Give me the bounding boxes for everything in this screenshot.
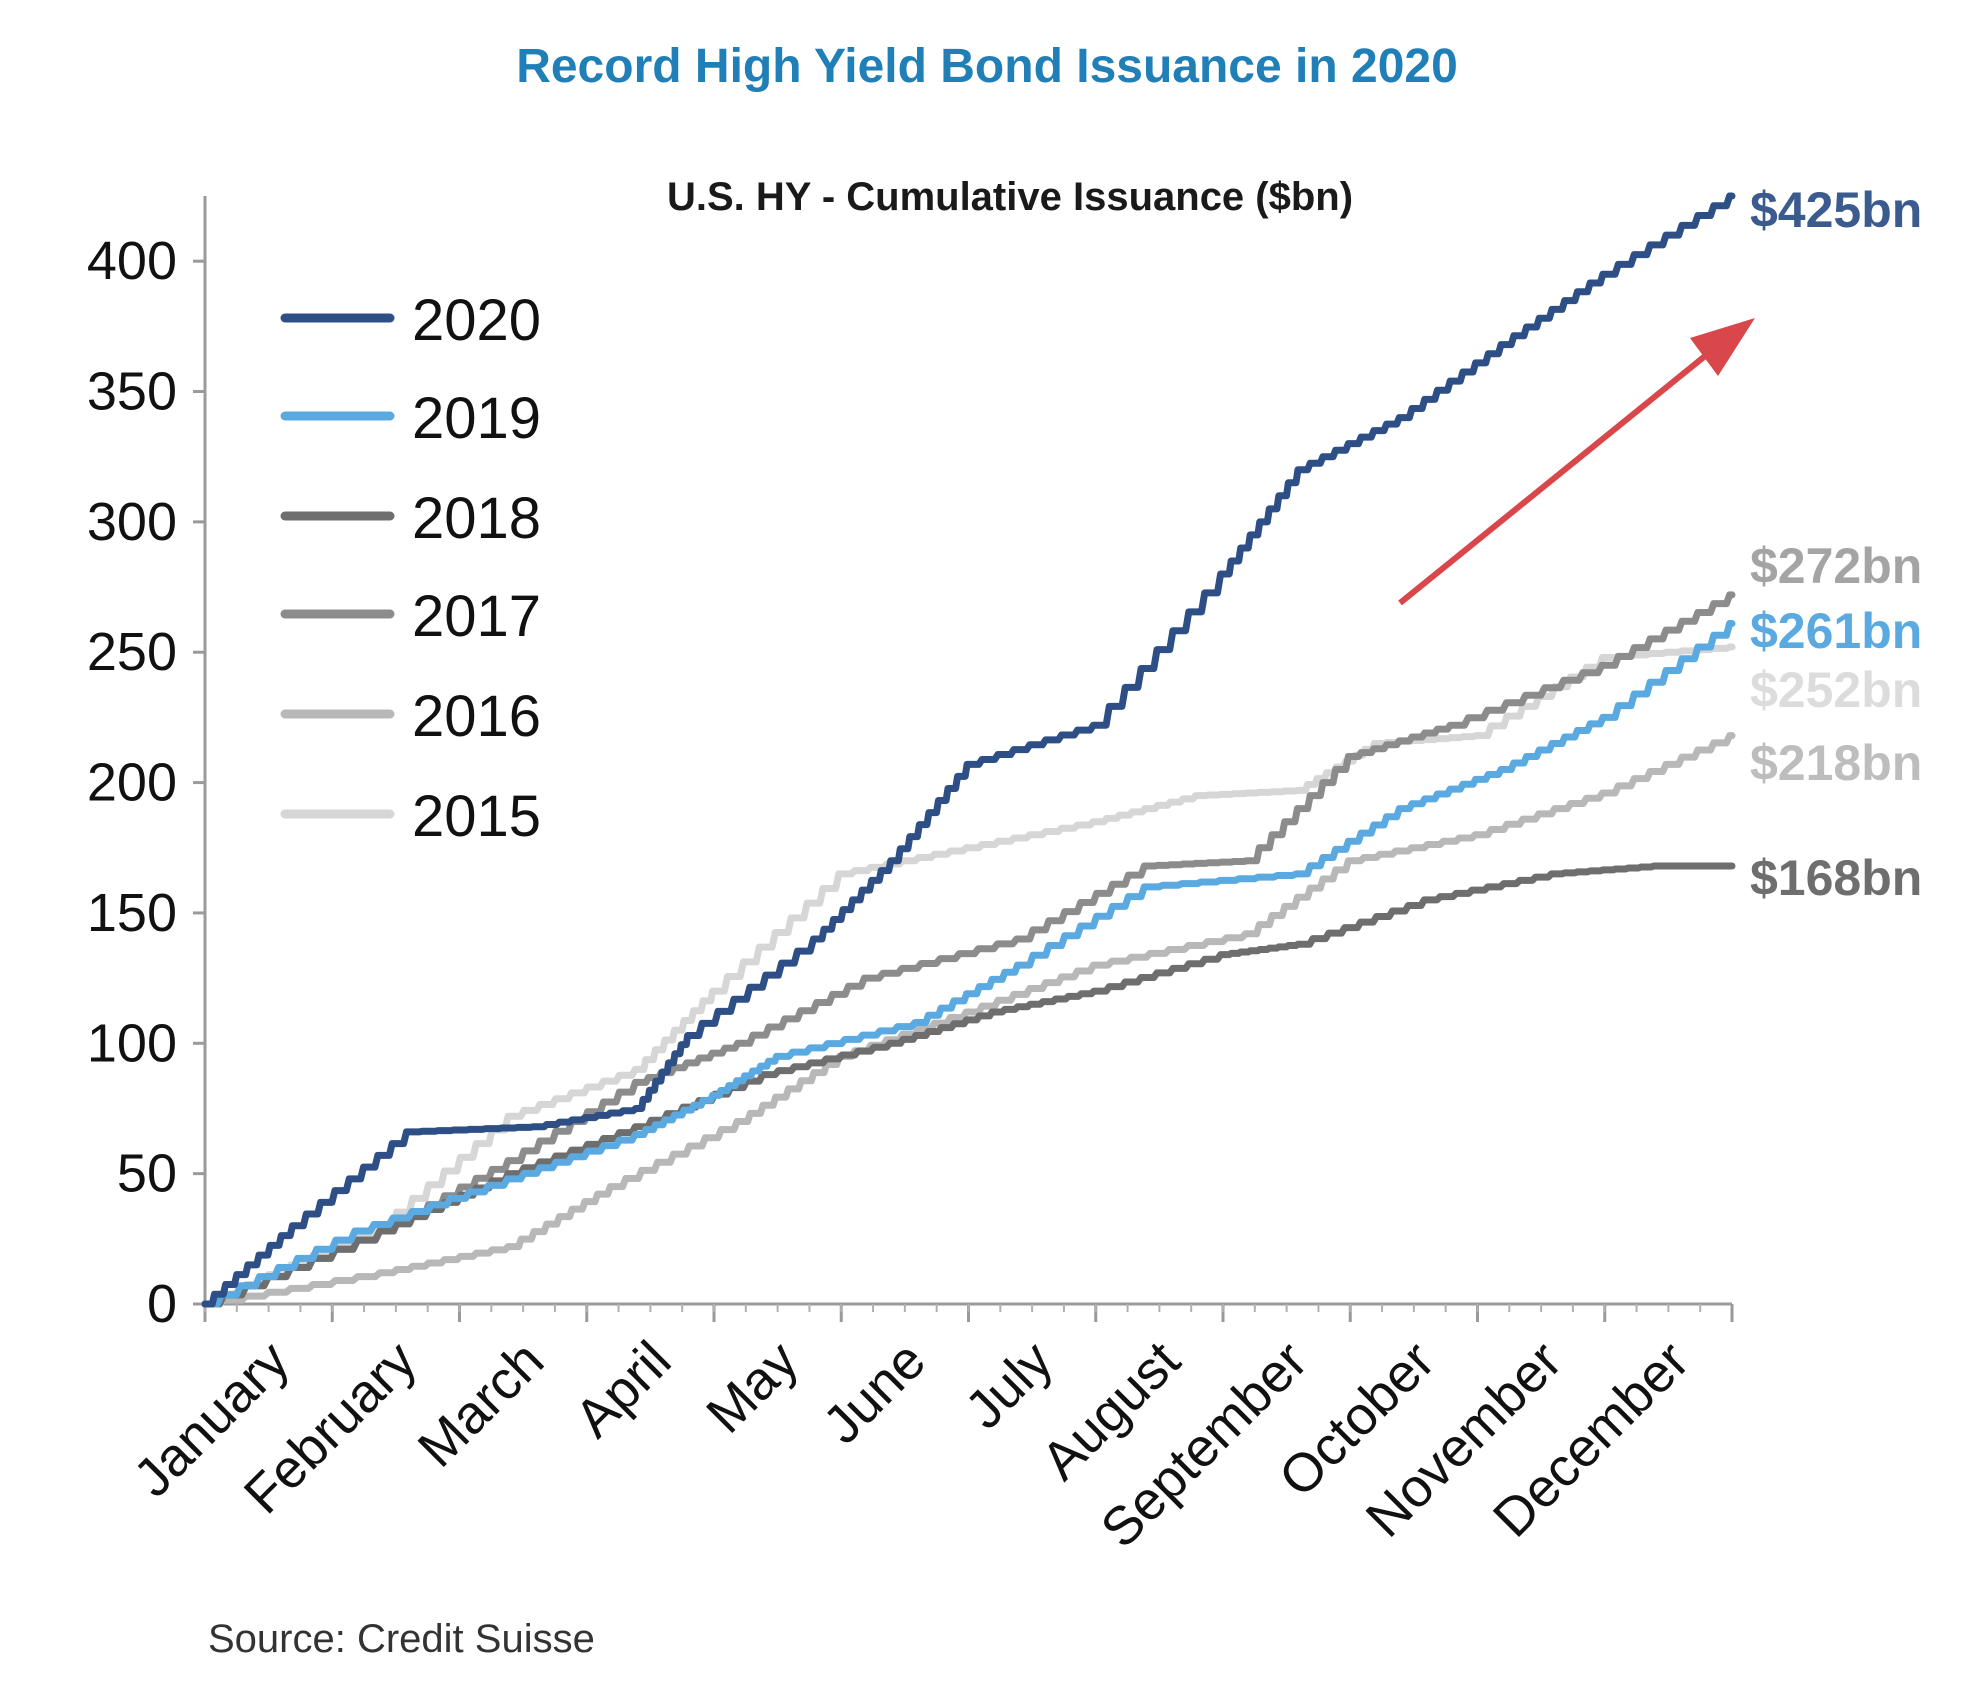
x-tick-label: May (695, 1330, 810, 1445)
legend-label-2020: 2020 (412, 288, 541, 353)
legend-label-2019: 2019 (412, 386, 541, 451)
series-line-2016 (201, 732, 1736, 1308)
end-label-2015: $252bn (1750, 662, 1922, 718)
x-tick-label: March (407, 1330, 556, 1479)
y-tick-label: 50 (117, 1144, 177, 1204)
series-line-2019 (201, 620, 1736, 1308)
legend: 2020 2019 2018 2017 2016 2015 (280, 288, 541, 849)
y-tick-label: 200 (87, 753, 177, 813)
y-tick-label: 100 (87, 1013, 177, 1073)
series-line-2017 (201, 591, 1736, 1308)
source-note: Source: Credit Suisse (208, 1617, 595, 1661)
chart-subtitle: U.S. HY - Cumulative Issuance ($bn) (667, 175, 1353, 219)
end-labels: $425bn $261bn $168bn $272bn $218bn $252bn (1750, 182, 1922, 906)
y-tick-label: 300 (87, 492, 177, 552)
x-tick-label: June (812, 1330, 937, 1455)
y-tick-label: 0 (147, 1274, 177, 1334)
legend-label-2015: 2015 (412, 784, 541, 849)
series-line-2018 (201, 862, 1736, 1308)
series-line-2020 (201, 192, 1736, 1308)
y-tick-label: 350 (87, 362, 177, 422)
y-axis-ticks: 0 50 100 150 200 250 300 350 400 (87, 231, 205, 1334)
legend-label-2017: 2017 (412, 584, 541, 649)
end-label-2016: $218bn (1750, 735, 1922, 791)
x-tick-label: April (564, 1330, 683, 1449)
series-line-2015 (201, 643, 1736, 1308)
x-tick-label: July (954, 1330, 1064, 1440)
trend-arrow-icon (1398, 318, 1755, 606)
chart-title: Record High Yield Bond Issuance in 2020 (516, 40, 1458, 93)
y-tick-label: 250 (87, 622, 177, 682)
end-label-2018: $168bn (1750, 850, 1922, 906)
end-label-2017: $272bn (1750, 538, 1922, 594)
end-label-2020: $425bn (1750, 182, 1922, 238)
y-tick-label: 150 (87, 883, 177, 943)
axes (203, 196, 1732, 1306)
legend-label-2016: 2016 (412, 684, 541, 749)
series-lines (201, 192, 1736, 1308)
legend-label-2018: 2018 (412, 486, 541, 551)
end-label-2019: $261bn (1750, 603, 1922, 659)
y-tick-label: 400 (87, 231, 177, 291)
